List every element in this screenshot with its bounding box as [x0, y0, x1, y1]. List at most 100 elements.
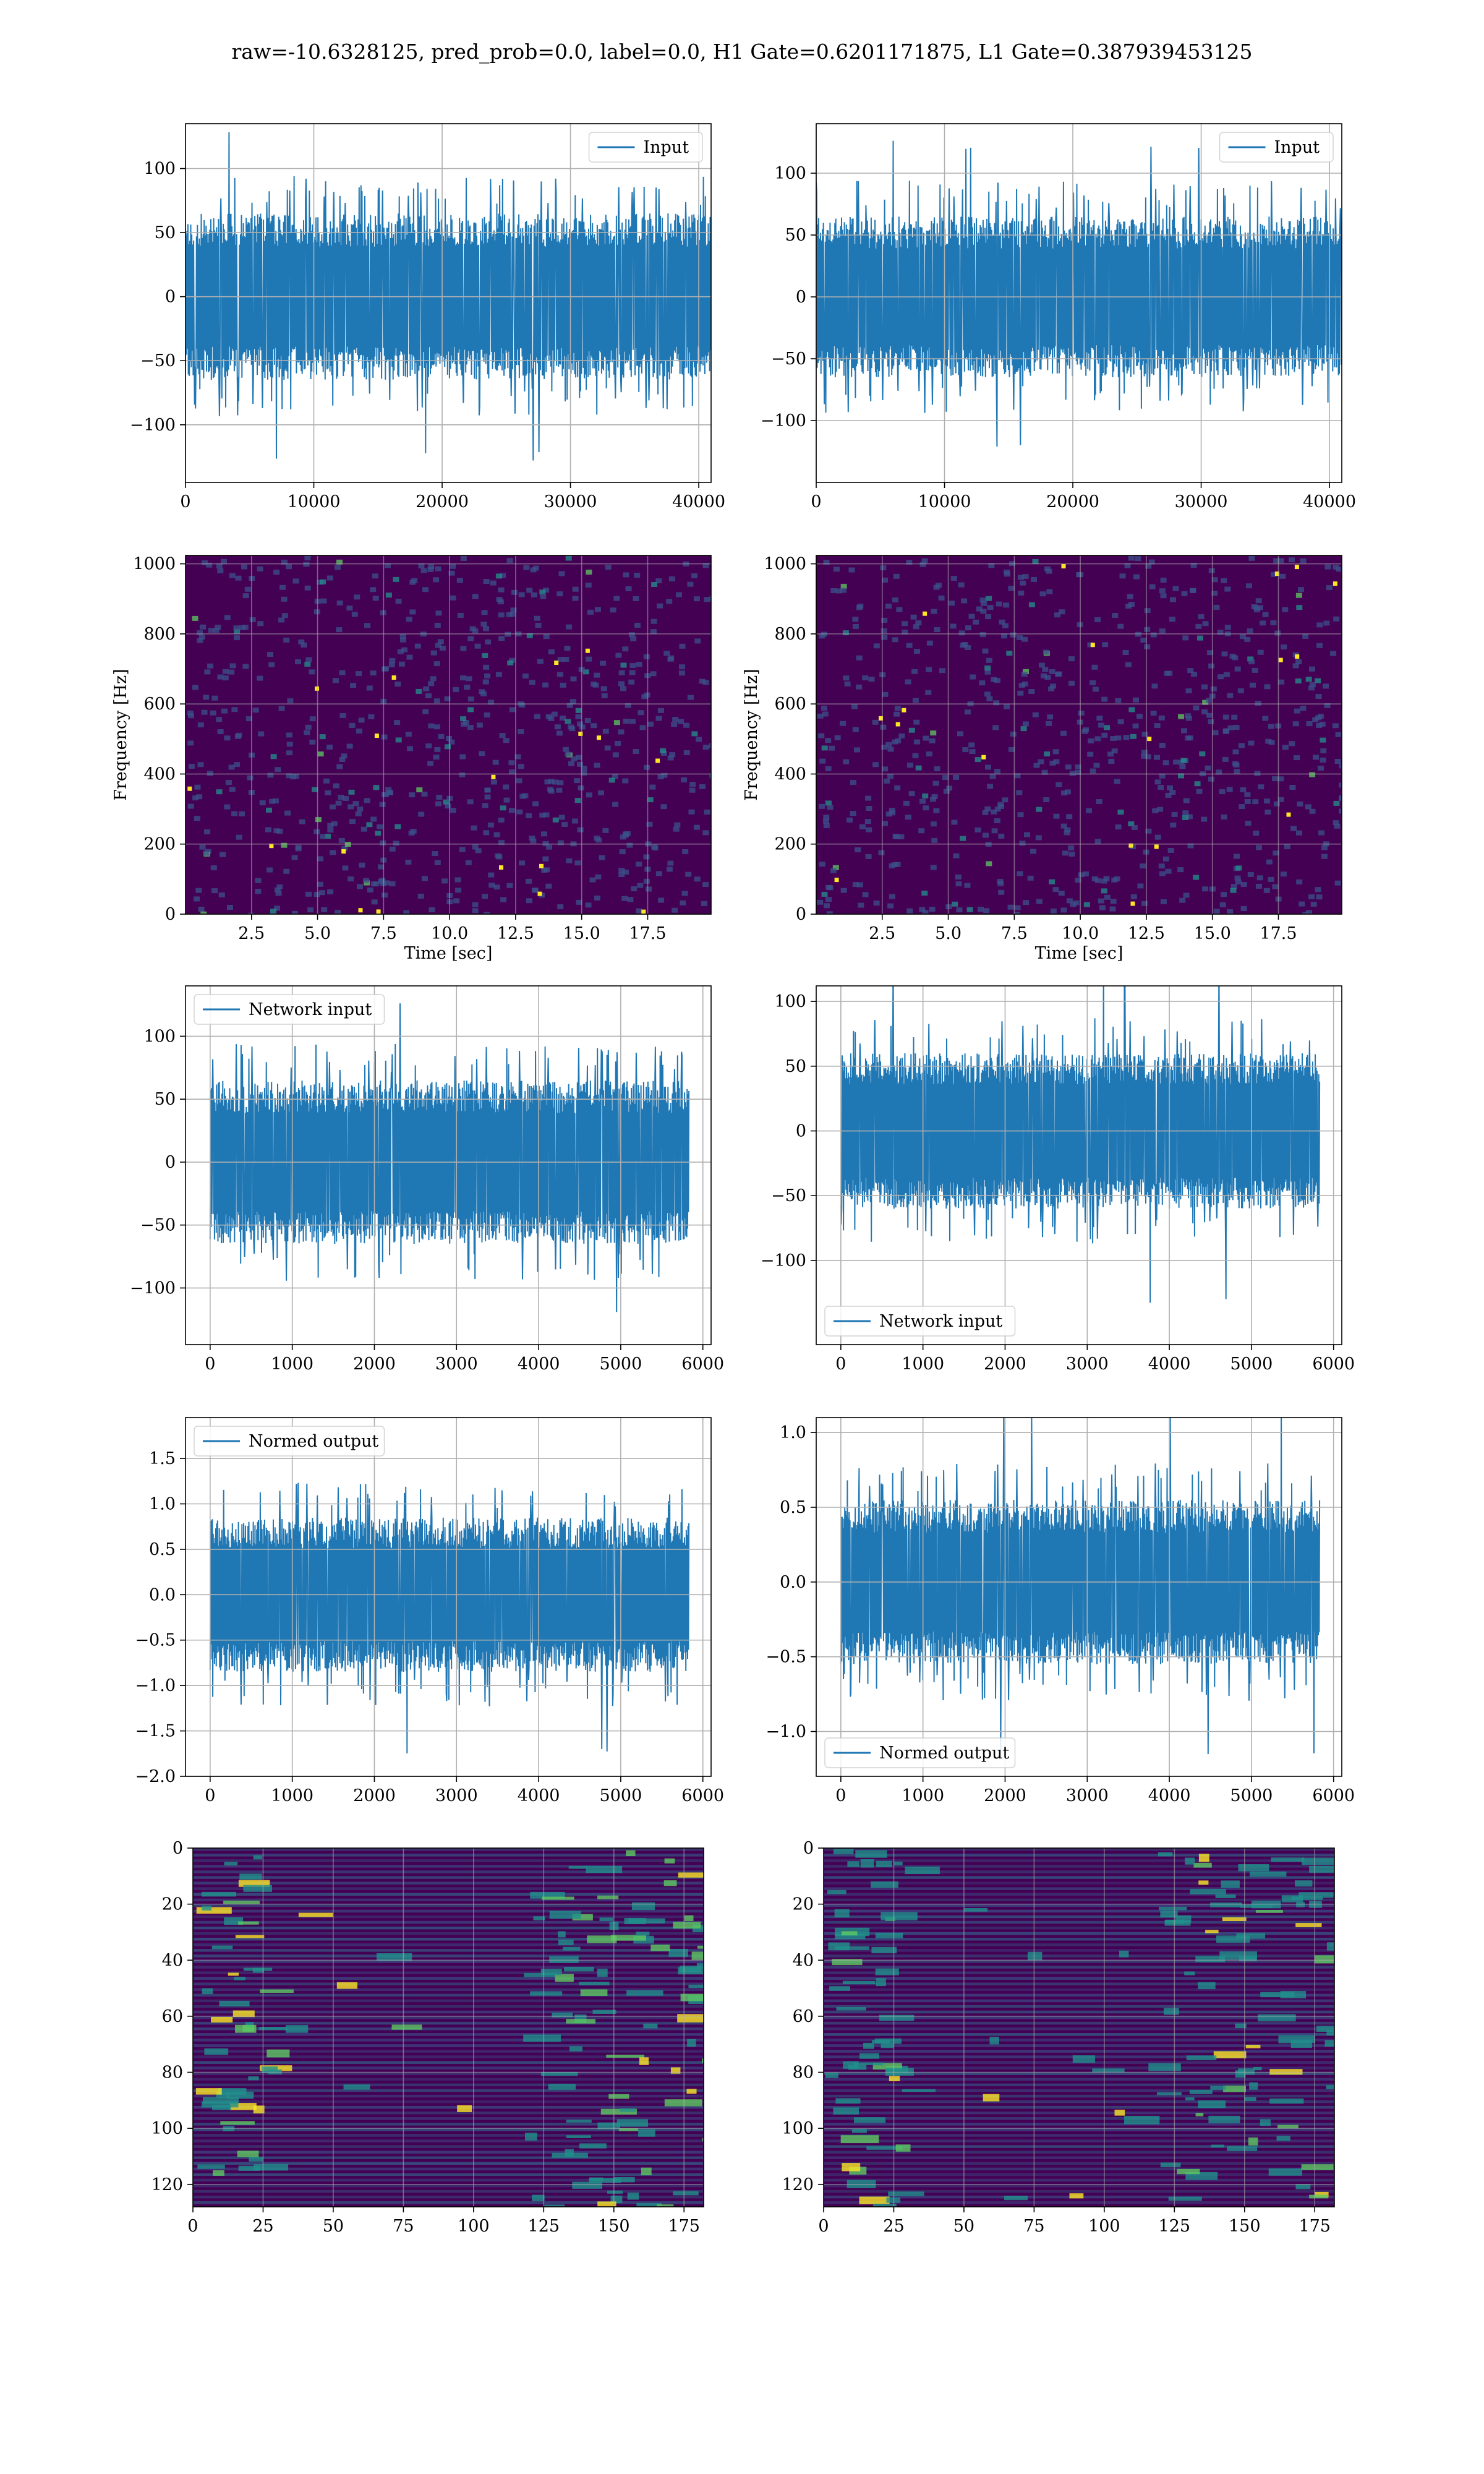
legend-label: Network input	[879, 1312, 1002, 1331]
heatmap-cell	[197, 762, 204, 768]
heatmap-cell	[206, 562, 213, 568]
feature-row	[193, 2111, 704, 2115]
x-tick-label: 30000	[544, 492, 597, 511]
heatmap-cell	[574, 778, 581, 784]
heatmap-cell	[984, 806, 991, 811]
heatmap-cell	[450, 563, 456, 569]
feature-blob	[668, 1948, 688, 1957]
x-tick-label: 5000	[600, 1786, 642, 1805]
heatmap-cell	[682, 849, 689, 854]
heatmap-cell	[1317, 765, 1324, 771]
heatmap-cell	[1031, 577, 1037, 582]
heatmap-cell	[889, 894, 895, 899]
heatmap-cell	[453, 687, 459, 692]
heatmap-cell	[843, 759, 850, 764]
x-tick-label: 2000	[984, 1786, 1026, 1805]
heatmap-cell	[467, 725, 474, 730]
feature-blob	[1195, 2113, 1204, 2117]
heatmap-cell	[1289, 741, 1295, 747]
heatmap-cell	[326, 744, 333, 750]
heatmap-cell	[1306, 721, 1313, 727]
feature-row	[193, 1938, 704, 1941]
heatmap-cell	[893, 573, 900, 579]
heatmap-cell	[313, 892, 320, 897]
heatmap-cell	[510, 612, 516, 617]
x-tick-label: 40000	[1303, 492, 1356, 511]
heatmap-hot-cell	[269, 844, 274, 849]
heatmap-cell	[1321, 854, 1328, 859]
heatmap-cell	[400, 637, 406, 643]
heatmap-cell	[1008, 747, 1015, 752]
heatmap-cell	[399, 634, 406, 639]
feature-row	[824, 2151, 1334, 2154]
heatmap-cell	[430, 676, 437, 682]
heatmap-cell	[1334, 823, 1341, 829]
heatmap-cell	[1245, 821, 1252, 826]
heatmap-cell	[657, 603, 663, 609]
heatmap-cell	[1090, 680, 1096, 685]
y-tick-label: 0.0	[149, 1585, 176, 1604]
feature-row	[824, 1893, 1334, 1896]
heatmap-cell	[1158, 863, 1165, 869]
heatmap-cell	[224, 735, 231, 741]
feature-blob	[220, 2121, 255, 2125]
heatmap-cell	[636, 862, 642, 867]
heatmap-cell	[335, 565, 341, 570]
y-tick-label: 0	[165, 288, 176, 307]
heatmap-cell	[1162, 856, 1169, 862]
feature-blob	[1190, 1889, 1226, 1894]
heatmap-cell	[565, 719, 571, 724]
feature-blob	[1324, 2040, 1334, 2047]
heatmap-cell	[1152, 808, 1159, 813]
heatmap-cell	[572, 596, 579, 601]
heatmap-cell	[493, 832, 500, 837]
heatmap-cell	[497, 599, 504, 605]
heatmap-cell	[997, 881, 1004, 886]
heatmap-cell	[386, 790, 393, 795]
feature-row	[824, 2010, 1334, 2014]
heatmap-cell	[283, 637, 290, 643]
heatmap-cell	[620, 662, 627, 668]
heatmap-cell	[880, 724, 887, 730]
heatmap-cell	[1233, 725, 1240, 730]
heatmap-cell	[985, 614, 992, 620]
heatmap-cell	[199, 844, 206, 850]
heatmap-cell	[1296, 830, 1302, 836]
heatmap-cell	[1248, 555, 1255, 561]
heatmap-cell	[1075, 769, 1081, 775]
feature-row	[824, 2173, 1334, 2177]
heatmap-cell	[1334, 759, 1341, 764]
heatmap-cell	[922, 793, 929, 798]
heatmap-cell	[383, 880, 390, 886]
heatmap-cell	[857, 604, 864, 609]
feature-row	[193, 1966, 704, 1969]
heatmap-cell	[242, 664, 249, 669]
heatmap-cell	[709, 743, 711, 748]
heatmap-cell	[557, 657, 564, 662]
heatmap-cell	[561, 822, 568, 827]
feature-blob	[702, 2058, 704, 2063]
heatmap-cell	[418, 563, 425, 568]
heatmap-cell	[529, 680, 535, 685]
heatmap-cell	[618, 681, 625, 687]
heatmap-cell	[1027, 875, 1034, 881]
heatmap-cell	[433, 698, 440, 704]
heatmap-cell	[933, 584, 940, 590]
heatmap-cell	[503, 738, 510, 743]
heatmap-cell	[1094, 839, 1101, 844]
heatmap-cell	[636, 908, 642, 914]
heatmap-cell	[1272, 884, 1279, 889]
feature-row	[193, 2123, 704, 2126]
heatmap-cell	[962, 642, 968, 647]
feature-blob	[1213, 2051, 1247, 2058]
heatmap-cell	[481, 610, 488, 615]
x-tick-label: 4000	[518, 1355, 560, 1374]
x-tick-label: 2000	[984, 1355, 1026, 1374]
heatmap-cell	[358, 717, 365, 723]
feature-blob	[204, 2048, 229, 2055]
heatmap-cell	[672, 717, 679, 722]
legend-box	[1219, 132, 1334, 163]
x-tick-label: 12.5	[1128, 924, 1165, 943]
heatmap-cell	[540, 594, 547, 599]
heatmap-cell	[1101, 878, 1107, 884]
